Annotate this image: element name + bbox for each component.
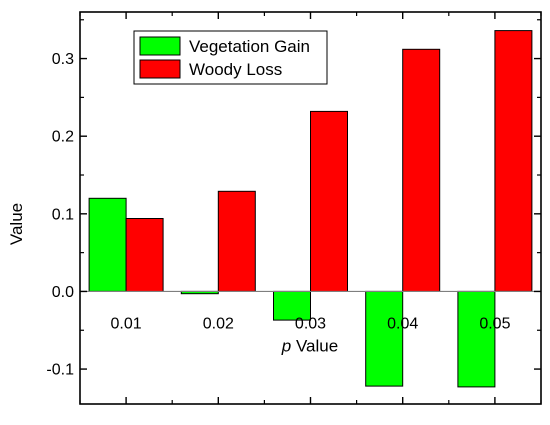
legend-label-woody-loss: Woody Loss <box>189 60 282 79</box>
x-axis-label-variable: p <box>281 336 291 355</box>
bar-woody-loss-0.02 <box>217 190 256 292</box>
y-tick-label: 0.2 <box>52 129 74 146</box>
y-tick-label: -0.1 <box>46 362 74 379</box>
bar-woody-loss-0.01 <box>125 218 164 292</box>
legend-swatch-vegetation-gain <box>139 36 181 56</box>
legend: Vegetation Gain Woody Loss <box>133 30 328 85</box>
y-tick-label: 0.0 <box>52 284 74 301</box>
legend-label-vegetation-gain: Vegetation Gain <box>189 37 310 56</box>
x-tick-label: 0.04 <box>387 315 418 332</box>
y-tick-label: 0.1 <box>52 206 74 223</box>
x-tick-label: 0.03 <box>295 315 326 332</box>
bar-woody-loss-0.03 <box>310 110 348 293</box>
x-tick-label: 0.05 <box>479 315 510 332</box>
bar-woody-loss-0.05 <box>494 30 533 292</box>
bar-vegetation-gain-0.01 <box>88 197 127 292</box>
bar-vegetation-gain-0.04 <box>365 290 404 387</box>
bar-vegetation-gain-0.03 <box>273 290 311 321</box>
x-tick-label: 0.01 <box>111 315 142 332</box>
legend-swatch-woody-loss <box>139 59 181 79</box>
x-axis-label-unit: Value <box>291 336 338 355</box>
x-axis-label: p Value <box>281 336 338 355</box>
bar-woody-loss-0.04 <box>402 48 441 292</box>
x-tick-label: 0.02 <box>203 315 234 332</box>
bars-group <box>88 30 533 388</box>
y-axis: -0.1 0.0 0.1 0.2 0.3 <box>46 19 541 379</box>
bar-vegetation-gain-0.05 <box>457 290 496 388</box>
y-tick-label: 0.3 <box>52 51 74 68</box>
x-axis-ticks: 0.01 0.02 0.03 0.04 0.05 <box>79 12 542 404</box>
y-axis-label: Value <box>7 203 26 245</box>
